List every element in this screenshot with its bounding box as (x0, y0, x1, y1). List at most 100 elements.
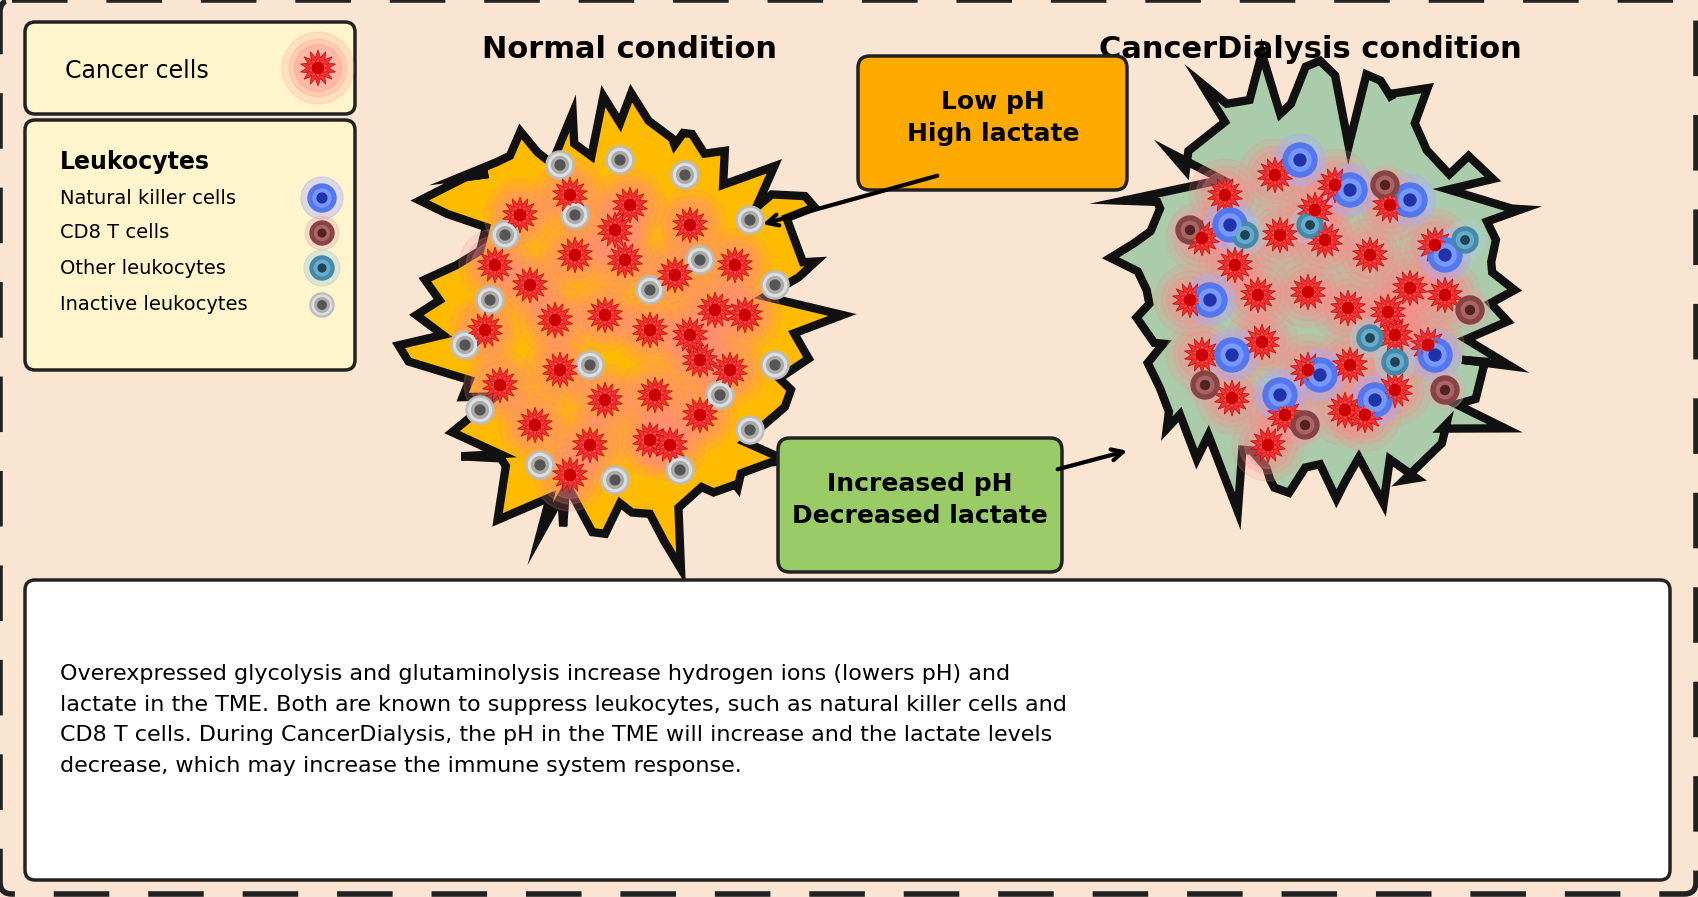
Circle shape (669, 458, 691, 482)
Circle shape (1212, 208, 1246, 242)
Circle shape (1350, 375, 1401, 425)
Polygon shape (1245, 324, 1280, 360)
FancyBboxPatch shape (857, 56, 1127, 190)
Circle shape (644, 434, 655, 446)
Circle shape (591, 206, 638, 253)
Circle shape (601, 237, 649, 283)
Circle shape (599, 309, 611, 321)
Polygon shape (550, 359, 571, 381)
Circle shape (1233, 222, 1258, 248)
Circle shape (667, 202, 713, 248)
Circle shape (579, 194, 650, 266)
Circle shape (555, 160, 565, 170)
Circle shape (589, 224, 661, 296)
Polygon shape (1258, 157, 1292, 193)
Circle shape (1185, 225, 1194, 234)
Circle shape (312, 295, 331, 315)
Text: Cancer cells: Cancer cells (65, 59, 209, 83)
Circle shape (1182, 222, 1199, 239)
Circle shape (1285, 405, 1324, 445)
Circle shape (1416, 266, 1474, 324)
Circle shape (533, 159, 606, 231)
Circle shape (547, 151, 574, 179)
Circle shape (1272, 334, 1345, 406)
Circle shape (1321, 387, 1369, 433)
Circle shape (1279, 409, 1290, 421)
Circle shape (448, 294, 521, 366)
Polygon shape (1297, 192, 1333, 228)
Circle shape (571, 210, 581, 220)
Circle shape (1450, 291, 1489, 329)
Circle shape (311, 293, 335, 317)
Circle shape (1285, 346, 1331, 394)
Text: Increased pH
Decreased lactate: Increased pH Decreased lactate (793, 472, 1048, 527)
Circle shape (638, 279, 662, 301)
Circle shape (547, 451, 593, 499)
Polygon shape (1355, 405, 1375, 426)
Circle shape (314, 260, 329, 275)
Circle shape (603, 468, 627, 492)
Circle shape (1285, 268, 1331, 316)
Polygon shape (1262, 217, 1297, 253)
Circle shape (647, 422, 693, 468)
Circle shape (645, 285, 655, 295)
Circle shape (694, 409, 706, 421)
Circle shape (1306, 221, 1314, 229)
Polygon shape (1290, 352, 1326, 388)
Circle shape (742, 422, 759, 439)
Circle shape (1313, 272, 1384, 344)
FancyBboxPatch shape (25, 22, 355, 114)
Circle shape (1367, 361, 1425, 419)
Circle shape (764, 353, 786, 377)
Polygon shape (594, 389, 615, 411)
Polygon shape (615, 249, 635, 271)
Circle shape (528, 454, 552, 476)
Circle shape (610, 224, 621, 236)
Circle shape (538, 219, 611, 291)
Polygon shape (1258, 434, 1279, 456)
Circle shape (706, 381, 734, 409)
Circle shape (576, 371, 633, 429)
Circle shape (1240, 139, 1311, 211)
Circle shape (1345, 359, 1355, 370)
Circle shape (582, 357, 598, 373)
Circle shape (1309, 205, 1321, 216)
Circle shape (1372, 311, 1418, 359)
Circle shape (1296, 211, 1353, 269)
Circle shape (1245, 199, 1316, 271)
Text: Leukocytes: Leukocytes (59, 150, 211, 174)
Circle shape (1251, 206, 1309, 264)
Circle shape (457, 336, 474, 353)
Circle shape (1199, 289, 1221, 311)
Circle shape (1404, 322, 1452, 369)
Circle shape (307, 184, 336, 212)
Circle shape (569, 364, 642, 436)
Circle shape (567, 206, 584, 223)
Circle shape (1195, 349, 1207, 361)
Polygon shape (1425, 234, 1445, 256)
Circle shape (1333, 173, 1367, 207)
Circle shape (1173, 209, 1231, 266)
Polygon shape (1352, 237, 1387, 273)
Circle shape (1200, 380, 1209, 389)
Circle shape (771, 360, 779, 370)
Polygon shape (1207, 177, 1243, 213)
Circle shape (584, 440, 596, 451)
Circle shape (511, 402, 559, 448)
Circle shape (661, 306, 718, 364)
Circle shape (1178, 332, 1226, 379)
Circle shape (530, 419, 540, 431)
Circle shape (537, 346, 584, 394)
Circle shape (318, 193, 328, 203)
Circle shape (479, 324, 491, 335)
Circle shape (472, 402, 489, 418)
Polygon shape (664, 265, 686, 286)
Circle shape (552, 157, 569, 173)
Circle shape (1185, 274, 1236, 326)
Circle shape (1185, 365, 1224, 405)
Circle shape (1302, 216, 1318, 233)
Polygon shape (727, 297, 762, 333)
Circle shape (1425, 344, 1447, 366)
Polygon shape (640, 429, 661, 451)
Polygon shape (1335, 399, 1355, 421)
